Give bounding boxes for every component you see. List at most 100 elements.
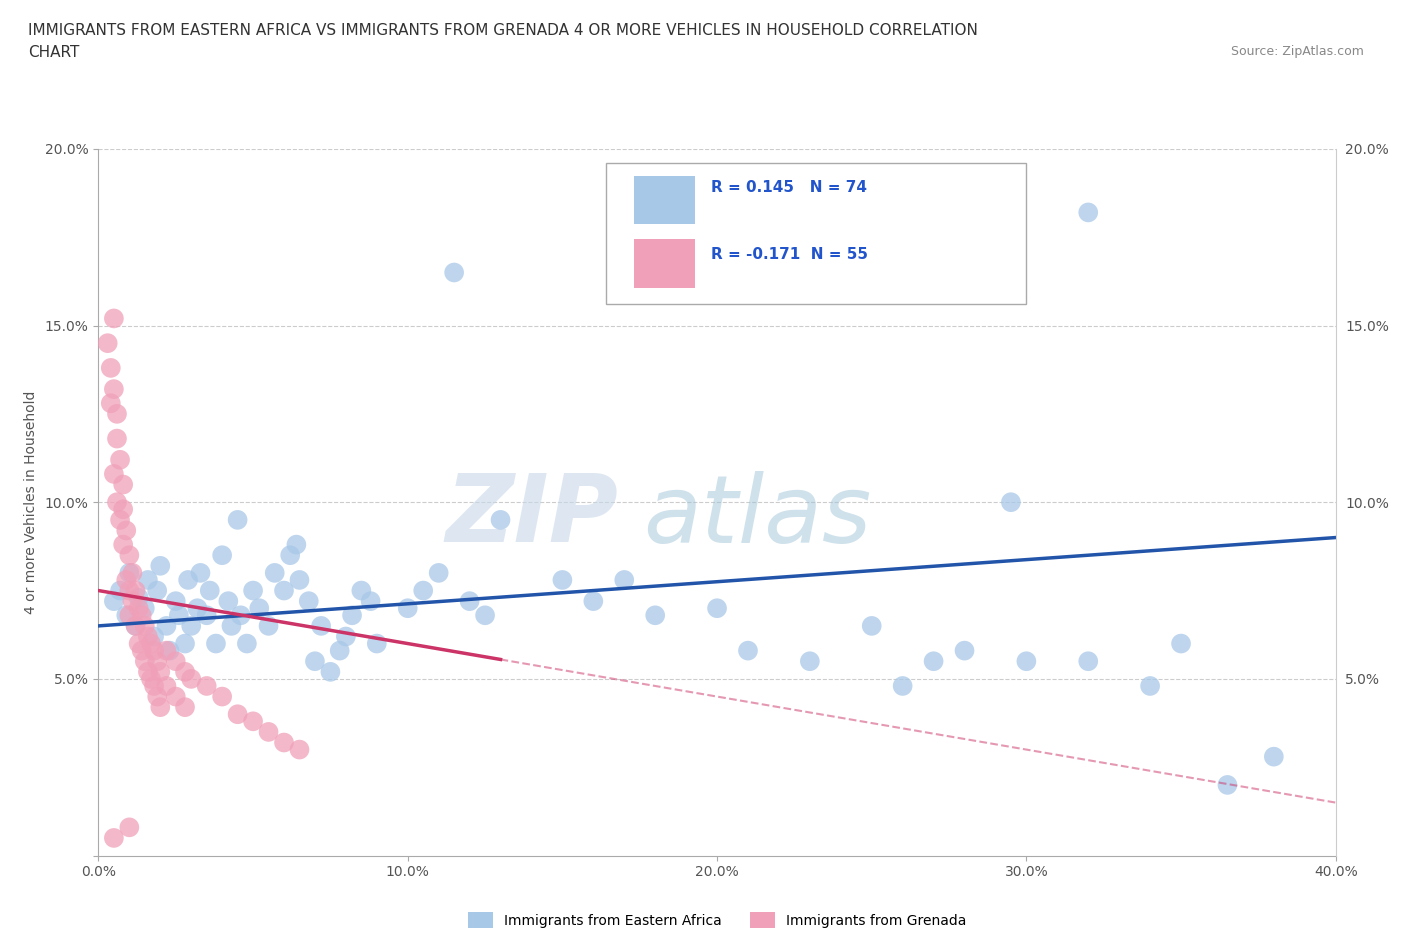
- Point: [165, 593, 187, 608]
- Legend: Immigrants from Eastern Africa, Immigrants from Grenada: Immigrants from Eastern Africa, Immigran…: [468, 912, 966, 928]
- Point: [128, 636, 150, 651]
- Point: [273, 583, 295, 598]
- Point: [100, 361, 122, 376]
- Point: [217, 593, 239, 608]
- Point: [155, 644, 177, 658]
- Point: [103, 467, 125, 482]
- Point: [136, 629, 159, 644]
- Point: [226, 512, 249, 527]
- Point: [396, 601, 419, 616]
- Point: [146, 654, 169, 669]
- Point: [350, 583, 373, 598]
- Point: [195, 679, 218, 694]
- Point: [257, 618, 280, 633]
- Point: [115, 523, 138, 538]
- Point: [186, 601, 208, 616]
- Point: [285, 538, 308, 552]
- Point: [190, 565, 212, 580]
- Text: R = 0.145   N = 74: R = 0.145 N = 74: [711, 180, 868, 195]
- Point: [891, 679, 914, 694]
- Point: [124, 618, 146, 633]
- Point: [551, 573, 574, 588]
- Point: [118, 565, 141, 580]
- Point: [226, 707, 249, 722]
- Text: R = -0.171  N = 55: R = -0.171 N = 55: [711, 247, 868, 262]
- Point: [105, 406, 128, 421]
- Point: [108, 512, 131, 527]
- Point: [278, 548, 301, 563]
- Point: [124, 583, 146, 598]
- Point: [174, 699, 197, 714]
- Point: [134, 654, 156, 669]
- Point: [474, 608, 496, 623]
- Point: [174, 664, 197, 679]
- Point: [159, 644, 181, 658]
- Point: [443, 265, 465, 280]
- FancyBboxPatch shape: [634, 176, 695, 224]
- Point: [180, 618, 202, 633]
- Point: [165, 654, 187, 669]
- Text: CHART: CHART: [28, 45, 80, 60]
- Point: [236, 636, 259, 651]
- Point: [131, 608, 153, 623]
- Point: [288, 742, 311, 757]
- Point: [613, 573, 636, 588]
- Point: [1139, 679, 1161, 694]
- Text: Source: ZipAtlas.com: Source: ZipAtlas.com: [1230, 45, 1364, 58]
- Point: [706, 601, 728, 616]
- Point: [195, 608, 218, 623]
- Point: [412, 583, 434, 598]
- Point: [143, 679, 166, 694]
- Point: [180, 671, 202, 686]
- Point: [108, 452, 131, 467]
- Point: [489, 512, 512, 527]
- Y-axis label: 4 or more Vehicles in Household: 4 or more Vehicles in Household: [24, 391, 38, 614]
- Point: [121, 565, 143, 580]
- Point: [366, 636, 388, 651]
- Text: IMMIGRANTS FROM EASTERN AFRICA VS IMMIGRANTS FROM GRENADA 4 OR MORE VEHICLES IN : IMMIGRANTS FROM EASTERN AFRICA VS IMMIGR…: [28, 23, 979, 38]
- Point: [298, 593, 321, 608]
- Point: [136, 664, 159, 679]
- Point: [105, 432, 128, 446]
- Point: [329, 644, 352, 658]
- Point: [128, 591, 150, 605]
- Point: [105, 495, 128, 510]
- Point: [146, 583, 169, 598]
- Point: [143, 644, 166, 658]
- Point: [1216, 777, 1239, 792]
- Point: [103, 381, 125, 396]
- Point: [288, 573, 311, 588]
- Point: [118, 820, 141, 835]
- Point: [100, 396, 122, 411]
- Point: [139, 671, 162, 686]
- Point: [97, 336, 120, 351]
- Point: [198, 583, 221, 598]
- Point: [131, 644, 153, 658]
- Text: atlas: atlas: [643, 471, 872, 562]
- Point: [155, 679, 177, 694]
- Point: [112, 502, 135, 517]
- Point: [103, 830, 125, 845]
- Point: [121, 593, 143, 608]
- Point: [1000, 495, 1022, 510]
- Point: [211, 689, 233, 704]
- Point: [149, 699, 172, 714]
- Point: [112, 477, 135, 492]
- Point: [174, 636, 197, 651]
- Point: [247, 601, 270, 616]
- Point: [257, 724, 280, 739]
- Point: [922, 654, 945, 669]
- Point: [458, 593, 481, 608]
- Point: [304, 654, 326, 669]
- Point: [108, 583, 131, 598]
- Point: [242, 714, 264, 729]
- Point: [134, 601, 156, 616]
- Point: [115, 573, 138, 588]
- Point: [1015, 654, 1038, 669]
- Point: [221, 618, 243, 633]
- Point: [128, 601, 150, 616]
- Point: [205, 636, 228, 651]
- Point: [644, 608, 666, 623]
- Point: [165, 689, 187, 704]
- FancyBboxPatch shape: [606, 163, 1026, 304]
